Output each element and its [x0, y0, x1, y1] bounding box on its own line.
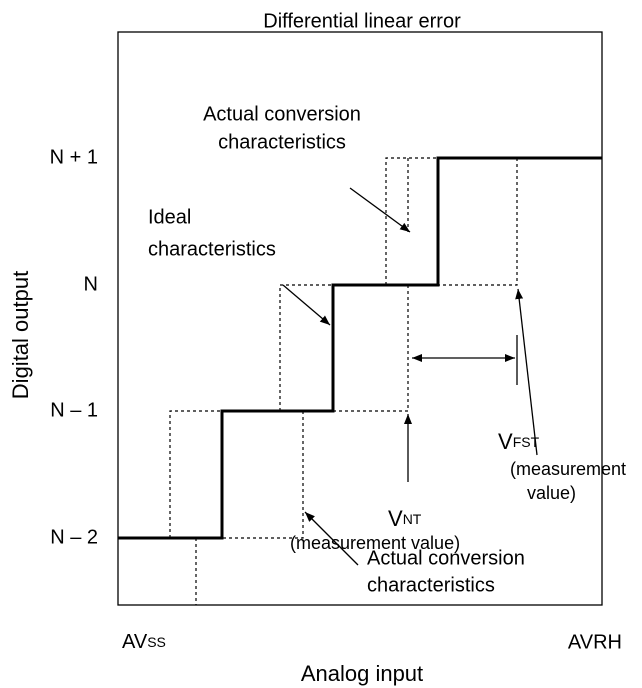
annotation: (measurement value): [290, 533, 460, 553]
annotation: Ideal: [148, 206, 191, 228]
vnt-sub: NT: [403, 511, 422, 527]
vfst-sub: FST: [513, 434, 540, 450]
x-right-label: AVRH: [568, 631, 622, 653]
ideal-staircase: [118, 156, 602, 540]
level-label: N + 1: [50, 146, 98, 168]
x-left-main: AV: [122, 631, 148, 653]
level-label: N – 1: [50, 399, 98, 421]
frame: [117, 31, 603, 606]
vfst-label: VFST: [498, 429, 540, 454]
annotation: characteristics: [367, 574, 495, 596]
annotation: Actual conversion: [203, 103, 361, 125]
arrows: [282, 187, 538, 566]
annotation: (measurement: [510, 459, 626, 479]
vnt-symbol: V: [388, 506, 403, 531]
level-label: N – 2: [50, 526, 98, 548]
x-left-label: AVSS: [122, 631, 166, 653]
title: Differential linear error: [263, 10, 461, 32]
annotation: characteristics: [218, 131, 346, 153]
annotation: characteristics: [148, 238, 276, 260]
x-left-sub: SS: [147, 634, 166, 650]
y-axis-label: Digital output: [8, 271, 33, 399]
vfst-symbol: V: [498, 429, 513, 454]
vnt-label: VNT: [388, 506, 422, 531]
level-label: N: [84, 273, 98, 295]
x-axis-label: Analog input: [301, 661, 423, 686]
annotation: value): [527, 483, 576, 503]
dotted-actual: [169, 157, 518, 605]
annotation: Actual conversion: [367, 547, 525, 569]
